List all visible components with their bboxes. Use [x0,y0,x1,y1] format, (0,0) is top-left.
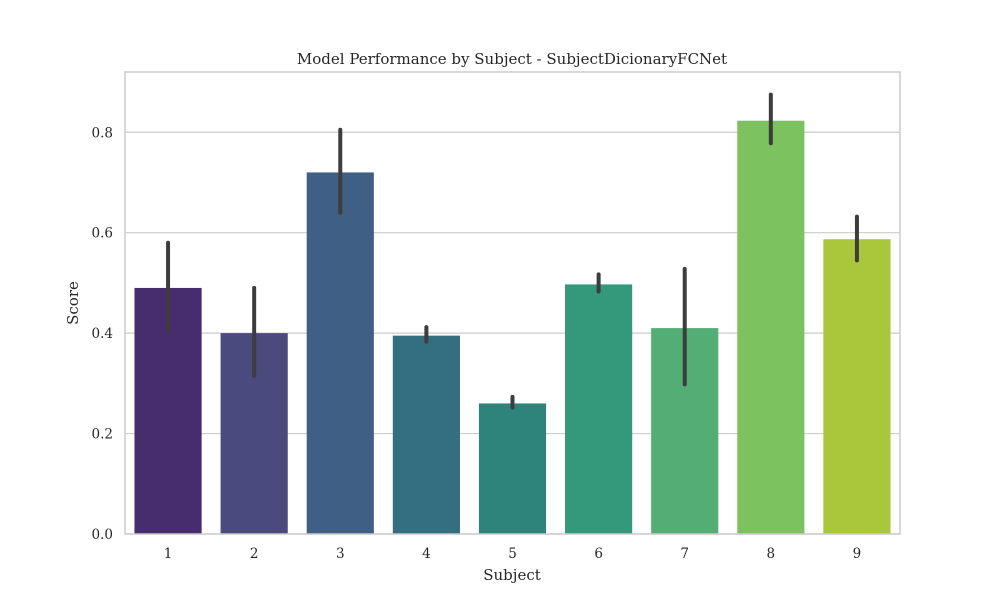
error-bars [166,92,859,410]
y-tick-label: 0.0 [92,527,113,543]
x-tick-label: 9 [853,546,862,562]
bar-subject-5 [478,403,547,534]
y-tick-label: 0.8 [92,125,113,141]
y-tick-label: 0.6 [92,226,113,242]
y-tick-label: 0.4 [92,326,113,342]
plot-frame [124,71,901,535]
x-tick-label: 8 [767,546,776,562]
x-tick-label: 5 [508,546,517,562]
bars [134,120,891,534]
x-tick-label: 1 [164,546,173,562]
y-axis-label: Score [64,281,82,325]
x-tick-label: 6 [594,546,603,562]
bar-subject-6 [565,284,633,534]
x-tick-label: 7 [680,546,689,562]
chart-title: Model Performance by Subject - SubjectDi… [297,50,727,68]
y-tick-label: 0.2 [92,427,113,443]
bar-subject-3 [306,172,374,534]
x-tick-labels: 1 2 3 4 5 6 7 8 9 [164,546,861,562]
x-axis-label: Subject [483,566,541,584]
x-tick-label: 3 [336,546,345,562]
y-tick-labels: 0.0 0.2 0.4 0.6 0.8 [92,125,113,543]
bar-subject-9 [823,239,891,534]
x-tick-label: 4 [422,546,431,562]
x-tick-label: 2 [250,546,259,562]
bar-subject-8 [737,120,805,534]
bar-subject-4 [392,335,460,534]
